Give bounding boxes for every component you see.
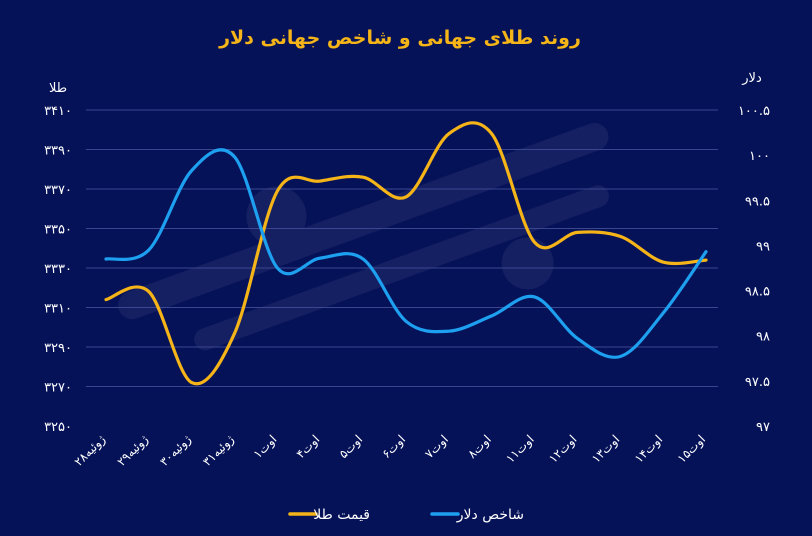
x-tick-label: ۱۱اوت [503, 432, 537, 466]
x-tick-label: ۶اوت [379, 432, 409, 462]
x-tick-label: ۳۱ژوئیه [200, 432, 238, 470]
x-tick-label: ۸اوت [465, 432, 495, 462]
right-tick-label: ۹۷.۵ [745, 375, 770, 390]
x-tick-label: ۱۴اوت [632, 432, 666, 466]
right-axis-label: دلار [741, 71, 762, 86]
watermark [118, 122, 609, 351]
left-tick-label: ۳۳۵۰ [44, 223, 72, 238]
left-tick-label: ۳۴۱۰ [44, 104, 72, 119]
right-tick-label: ۹۷ [756, 420, 770, 435]
legend-label-gold: قیمت طلا [313, 507, 370, 523]
right-tick-label: ۹۸ [756, 330, 770, 345]
x-tick-label: ۷اوت [422, 432, 452, 462]
right-tick-label: ۹۸.۵ [745, 285, 770, 300]
x-tick-label: ۲۸ژوئیه [71, 432, 109, 470]
series-lines [104, 121, 708, 386]
left-axis-label: طلا [49, 81, 67, 96]
chart-title: روند طلای جهانی و شاخص جهانی دلار [218, 27, 581, 49]
x-tick-label: ۱اوت [251, 432, 281, 462]
legend: قیمت طلا شاخص دلار [288, 507, 524, 523]
left-tick-label: ۳۳۳۰ [44, 262, 72, 277]
x-axis-ticks: ۲۸ژوئیه ۲۹ژوئیه ۳۰ژوئیه ۳۱ژوئیه ۱اوت ۴اوت ۵اوت… [71, 432, 708, 470]
grid [86, 109, 718, 387]
right-axis-ticks: ۹۷ ۹۷.۵ ۹۸ ۹۸.۵ ۹۹ ۹۹.۵ ۱۰۰ ۱۰۰.۵ [738, 104, 770, 435]
left-tick-label: ۳۲۵۰ [44, 420, 72, 435]
right-tick-label: ۱۰۰.۵ [738, 104, 770, 119]
right-tick-label: ۹۹.۵ [745, 194, 770, 209]
right-tick-label: ۱۰۰ [749, 149, 770, 164]
x-tick-label: ۱۵اوت [675, 432, 709, 466]
x-tick-label: ۲۹ژوئیه [114, 432, 152, 470]
left-tick-label: ۳۲۹۰ [44, 341, 72, 356]
left-tick-label: ۳۳۷۰ [44, 183, 72, 198]
dollar-index-line [104, 148, 708, 359]
x-tick-label: ۵اوت [336, 432, 366, 462]
left-tick-label: ۳۲۷۰ [44, 381, 72, 396]
left-tick-label: ۳۳۱۰ [44, 302, 72, 317]
left-tick-label: ۳۳۹۰ [44, 144, 72, 159]
left-axis-ticks: ۳۲۵۰ ۳۲۷۰ ۳۲۹۰ ۳۳۱۰ ۳۳۳۰ ۳۳۵۰ ۳۳۷۰ ۳۳۹۰ ۳۴۱۰ [44, 104, 72, 435]
x-tick-label: ۱۳اوت [589, 432, 623, 466]
gold-price-line [104, 121, 708, 386]
right-tick-label: ۹۹ [756, 239, 770, 254]
legend-label-dollar: شاخص دلار [456, 507, 524, 523]
x-tick-label: ۱۲اوت [546, 432, 580, 466]
x-tick-label: ۳۰ژوئیه [157, 432, 195, 470]
x-tick-label: ۴اوت [293, 432, 323, 462]
